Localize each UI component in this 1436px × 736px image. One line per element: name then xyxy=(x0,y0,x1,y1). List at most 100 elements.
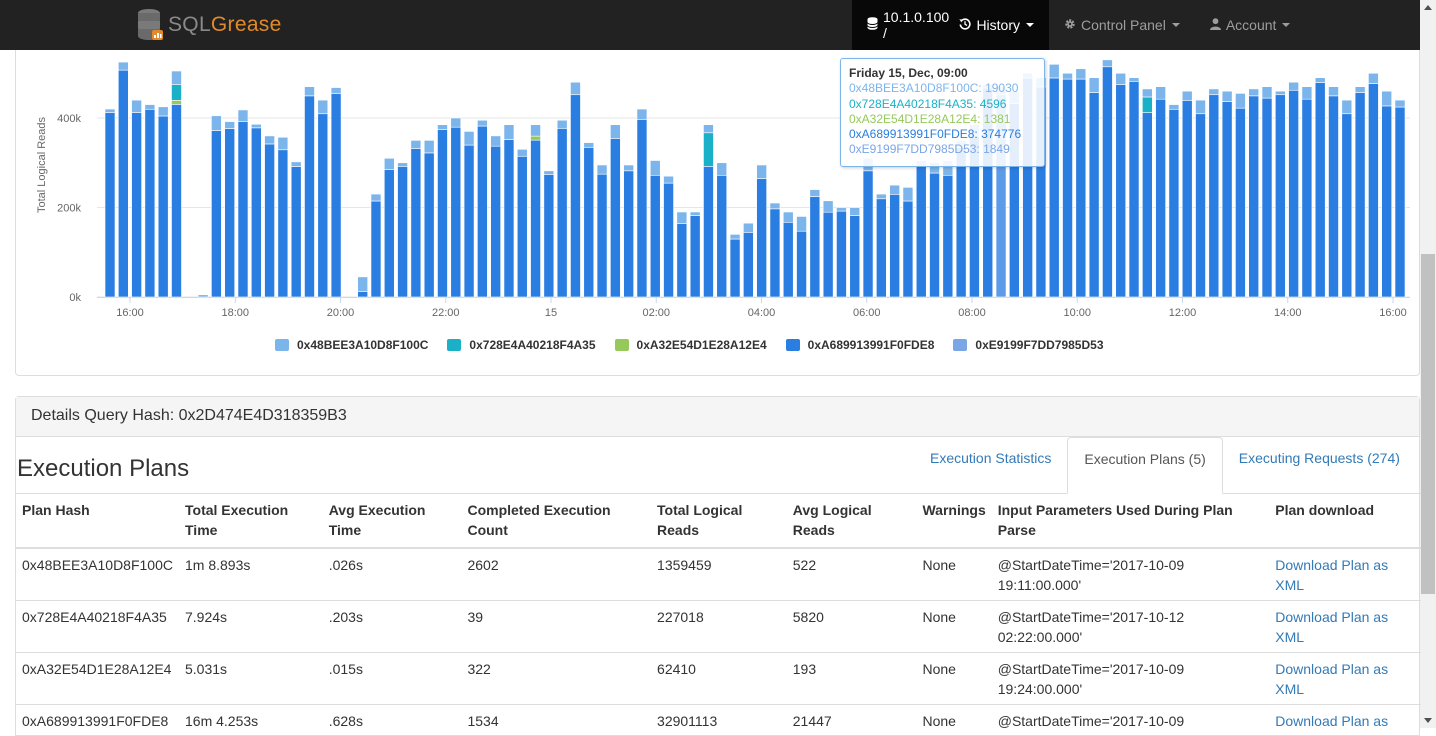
download-plan-link[interactable]: Download Plan as xyxy=(1275,713,1388,729)
column-header[interactable]: Plan download xyxy=(1269,494,1421,548)
column-header[interactable]: Avg Logical Reads xyxy=(787,494,917,548)
cell-avg-time: .203s xyxy=(323,601,462,653)
chart-bar xyxy=(757,179,767,297)
legend-label: 0xA32E54D1E28A12E4 xyxy=(637,338,767,352)
cell-count: 1534 xyxy=(461,705,651,736)
scroll-thumb[interactable] xyxy=(1421,254,1435,594)
cell-plan-hash: 0x48BEE3A10D8F100C xyxy=(16,548,179,601)
chart-bar xyxy=(890,185,900,194)
download-plan-link[interactable]: Download Plan as XML xyxy=(1275,661,1388,697)
chart-bar xyxy=(1382,91,1392,106)
table-row: 0xA32E54D1E28A12E4 5.031s .015s 322 6241… xyxy=(16,653,1421,705)
chart-bar xyxy=(690,216,700,297)
chart-bar xyxy=(437,125,447,130)
chart-bar xyxy=(1063,79,1073,297)
scroll-up-button[interactable] xyxy=(1420,0,1436,16)
legend-item[interactable]: 0xA689913991F0FDE8 xyxy=(786,337,935,353)
tooltip-row: 0xA689913991F0FDE8: 374776 xyxy=(849,127,1036,142)
tooltip-title: Friday 15, Dec, 09:00 xyxy=(849,66,1036,81)
chart-bar xyxy=(730,239,740,297)
chart-bar xyxy=(930,173,940,297)
cell-avg-reads: 193 xyxy=(787,653,917,705)
column-header[interactable]: Avg Execution Time xyxy=(323,494,462,548)
cell-count: 322 xyxy=(461,653,651,705)
chart-bar xyxy=(225,122,235,129)
tab-executing-requests[interactable]: Executing Requests (274) xyxy=(1223,437,1416,494)
chart-bar xyxy=(1222,101,1232,297)
column-header[interactable]: Warnings xyxy=(916,494,991,548)
tab-execution-plans[interactable]: Execution Plans (5) xyxy=(1067,437,1222,494)
cell-params: @StartDateTime='2017-10-12 02:22:00.000' xyxy=(992,601,1270,653)
legend-item[interactable]: 0xE9199F7DD7985D53 xyxy=(953,337,1103,353)
chart-bar xyxy=(570,82,580,95)
chart-bar xyxy=(1262,87,1272,98)
chart-bar xyxy=(836,208,846,212)
cell-avg-reads: 5820 xyxy=(787,601,917,653)
cell-params: @StartDateTime='2017-10-09 xyxy=(992,705,1270,736)
chart-bar xyxy=(1102,60,1112,67)
chart-bar xyxy=(158,116,168,297)
chart-bar xyxy=(504,125,514,140)
download-plan-link[interactable]: Download Plan as XML xyxy=(1275,557,1388,593)
column-header[interactable]: Total Execution Time xyxy=(179,494,323,548)
legend-item[interactable]: 0x48BEE3A10D8F100C xyxy=(275,337,428,353)
nav-right: 10.1.0.100 / History Control Panel Accou… xyxy=(852,0,1305,50)
server-label: 10.1.0.100 / xyxy=(883,9,955,41)
chart-legend: 0x48BEE3A10D8F100C 0x728E4A40218F4A35 0xA3… xyxy=(275,337,1123,353)
tab-execution-statistics[interactable]: Execution Statistics xyxy=(914,437,1067,494)
chart-bar xyxy=(1049,64,1059,78)
chart-bar xyxy=(304,87,314,96)
chart-bar xyxy=(211,131,221,297)
download-plan-link[interactable]: Download Plan as XML xyxy=(1275,609,1388,645)
page-scrollbar[interactable] xyxy=(1420,0,1436,728)
tooltip-row: 0x728E4A40218F4A35: 4596 xyxy=(849,97,1036,112)
chart-bar xyxy=(198,295,208,297)
y-tick-label: 200k xyxy=(57,203,81,215)
column-header[interactable]: Input Parameters Used During Plan Parse xyxy=(992,494,1270,548)
details-tabs: Execution Statistics Execution Plans (5)… xyxy=(914,437,1416,494)
x-tick-label: 10:00 xyxy=(1063,307,1091,319)
column-header[interactable]: Total Logical Reads xyxy=(651,494,787,548)
cell-download: Download Plan as xyxy=(1269,705,1421,736)
details-panel: Details Query Hash: 0x2D474E4D318359B3 E… xyxy=(15,396,1420,736)
chart-bar xyxy=(703,166,713,297)
x-tick-label: 14:00 xyxy=(1274,307,1302,319)
chart-bar xyxy=(1196,100,1206,114)
chart-bar xyxy=(1342,114,1352,297)
account-dropdown[interactable]: Account xyxy=(1195,0,1306,50)
chart-bar xyxy=(265,136,275,144)
chart-bar xyxy=(451,118,461,127)
chart-bar xyxy=(1089,92,1099,297)
chart-bar xyxy=(810,190,820,197)
chart-bar xyxy=(1196,114,1206,297)
chevron-down-icon xyxy=(1282,23,1290,27)
chart-bar xyxy=(1156,87,1166,100)
chart-bar xyxy=(411,140,421,148)
chart-bar xyxy=(850,208,860,216)
control-panel-dropdown[interactable]: Control Panel xyxy=(1049,0,1195,50)
chart-bar xyxy=(358,277,368,292)
legend-item[interactable]: 0xA32E54D1E28A12E4 xyxy=(615,337,767,353)
chart-bar xyxy=(1395,100,1405,107)
column-header[interactable]: Plan Hash xyxy=(16,494,179,548)
column-header[interactable]: Completed Execution Count xyxy=(461,494,651,548)
chart-bar xyxy=(797,216,807,231)
y-axis-label: Total Logical Reads xyxy=(36,117,48,214)
chart-bar xyxy=(1129,78,1139,82)
table-header-row: Plan Hash Total Execution Time Avg Execu… xyxy=(16,494,1421,548)
chart-bar xyxy=(517,156,527,297)
chart-bar xyxy=(1049,78,1059,297)
chart-bar xyxy=(664,183,674,297)
legend-item[interactable]: 0x728E4A40218F4A35 xyxy=(447,337,595,353)
cell-download: Download Plan as XML xyxy=(1269,548,1421,601)
chart-bar xyxy=(624,171,634,297)
chart-bar xyxy=(1169,105,1179,110)
brand[interactable]: SQLGrease xyxy=(136,6,282,44)
scroll-down-button[interactable] xyxy=(1420,712,1436,728)
server-history-dropdown[interactable]: 10.1.0.100 / History xyxy=(852,0,1049,50)
chart-bar xyxy=(384,158,394,169)
cell-count: 2602 xyxy=(461,548,651,601)
chart-bar xyxy=(597,174,607,297)
chart-bar xyxy=(1076,79,1086,297)
chart-bar xyxy=(171,104,181,297)
